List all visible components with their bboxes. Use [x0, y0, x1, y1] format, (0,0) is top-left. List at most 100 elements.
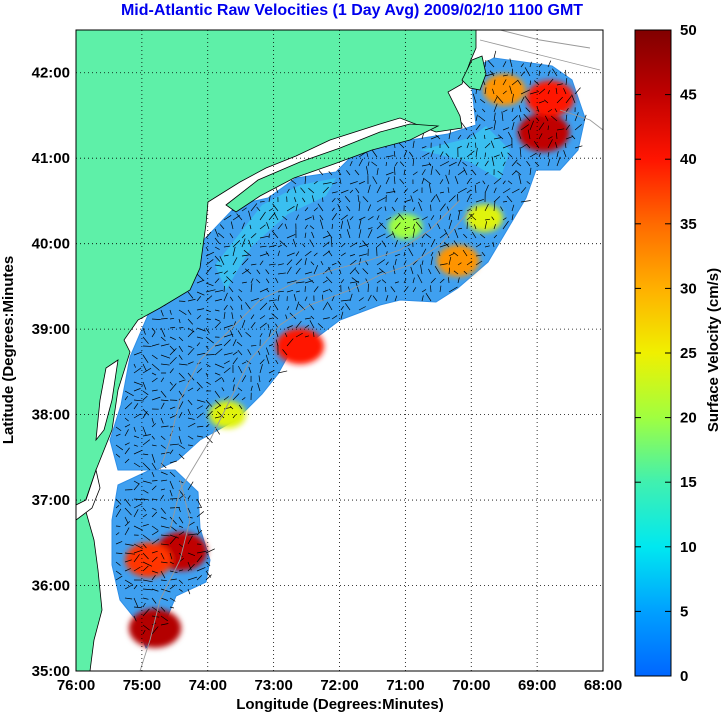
velocity-vector	[376, 271, 384, 275]
velocity-vector	[500, 151, 504, 158]
velocity-vector	[187, 347, 195, 356]
velocity-vector	[337, 169, 342, 176]
velocity-vector	[268, 208, 274, 212]
velocity-vector	[169, 460, 177, 464]
velocity-vector	[448, 277, 450, 284]
velocity-vector	[507, 180, 513, 185]
map-grid	[76, 30, 603, 671]
velocity-vector	[498, 134, 504, 140]
velocity-vector	[169, 597, 176, 602]
velocity-vector	[358, 201, 361, 212]
velocity-vector	[142, 608, 150, 617]
velocity-vector	[330, 237, 333, 248]
velocity-vector	[355, 269, 360, 275]
velocity-vector	[339, 177, 342, 185]
velocity-vector	[160, 327, 166, 338]
velocity-vector	[124, 458, 130, 464]
velocity-vector	[362, 268, 369, 275]
velocity-vector	[454, 176, 459, 185]
velocity-vector	[151, 575, 156, 581]
velocity-vector	[196, 291, 205, 296]
velocity-vector	[502, 161, 506, 167]
velocity-vector	[444, 229, 450, 239]
velocity-vector	[304, 207, 309, 212]
velocity-vector	[268, 195, 271, 203]
velocity-vector	[115, 532, 120, 536]
velocity-vector	[205, 259, 214, 266]
velocity-vector	[574, 145, 583, 149]
velocity-vector	[394, 143, 396, 149]
velocity-vector	[124, 424, 131, 428]
velocity-vector	[142, 629, 146, 635]
velocity-vector	[565, 95, 572, 104]
velocity-vector	[564, 143, 567, 149]
velocity-vector	[358, 243, 369, 248]
velocity-vector	[484, 203, 489, 212]
velocity-vector	[160, 343, 170, 347]
map-title: Mid-Atlantic Raw Velocities (1 Day Avg) …	[121, 2, 583, 19]
velocity-vector	[295, 290, 300, 293]
velocity-vector	[502, 90, 507, 95]
velocity-vector	[511, 214, 514, 221]
velocity-vector	[284, 223, 288, 230]
velocity-vector	[554, 108, 558, 113]
velocity-vector	[151, 588, 159, 592]
velocity-vector	[142, 624, 150, 631]
velocity-vector	[286, 188, 290, 194]
velocity-vector	[160, 390, 167, 398]
velocity-vector	[238, 289, 243, 293]
velocity-vector	[457, 210, 461, 221]
velocity-vector	[367, 227, 373, 230]
velocity-vector	[178, 480, 184, 483]
y-tick-label: 42:00	[32, 65, 70, 82]
velocity-vector	[115, 453, 121, 458]
velocity-vector	[187, 481, 194, 491]
velocity-vector	[392, 231, 396, 239]
velocity-vector	[412, 140, 415, 149]
velocity-vector	[475, 147, 478, 158]
velocity-vector	[484, 152, 486, 158]
velocity-vector	[428, 268, 432, 275]
velocity-vector	[160, 444, 166, 449]
velocity-vector	[124, 507, 132, 516]
velocity-vector	[502, 109, 508, 113]
velocity-vector	[286, 206, 295, 212]
velocity-vector	[151, 511, 158, 518]
velocity-vector	[475, 142, 477, 149]
velocity-vector	[223, 254, 229, 257]
velocity-vector	[529, 167, 532, 176]
velocity-vector	[502, 144, 513, 149]
velocity-vector	[142, 565, 149, 572]
velocity-vector	[533, 140, 540, 149]
velocity-vector	[565, 108, 569, 113]
velocity-vector	[484, 87, 487, 95]
velocity-vector	[268, 263, 276, 266]
velocity-vector	[526, 143, 531, 149]
velocity-vector	[124, 579, 132, 585]
velocity-vector	[376, 185, 382, 194]
velocity-vector	[418, 198, 423, 203]
velocity-vector	[439, 278, 445, 284]
velocity-vector	[358, 229, 362, 239]
velocity-vector	[565, 78, 568, 86]
velocity-vector	[196, 399, 206, 403]
velocity-vector	[196, 327, 206, 332]
velocity-vector	[506, 195, 513, 203]
velocity-vector	[466, 134, 471, 140]
velocity-vector	[223, 270, 229, 275]
velocity-vector	[214, 372, 221, 376]
velocity-vector	[376, 243, 382, 248]
velocity-vector	[160, 471, 168, 476]
velocity-vector	[502, 217, 507, 221]
velocity-vector	[205, 289, 216, 293]
velocity-vector	[232, 257, 238, 266]
velocity-vector	[223, 339, 231, 347]
velocity-vector	[484, 245, 490, 248]
velocity-vector	[354, 169, 360, 176]
velocity-vector	[481, 108, 486, 113]
velocity-vector	[205, 548, 215, 554]
velocity-vector	[151, 354, 158, 360]
velocity-vector	[394, 214, 401, 221]
velocity-vector	[248, 366, 252, 374]
